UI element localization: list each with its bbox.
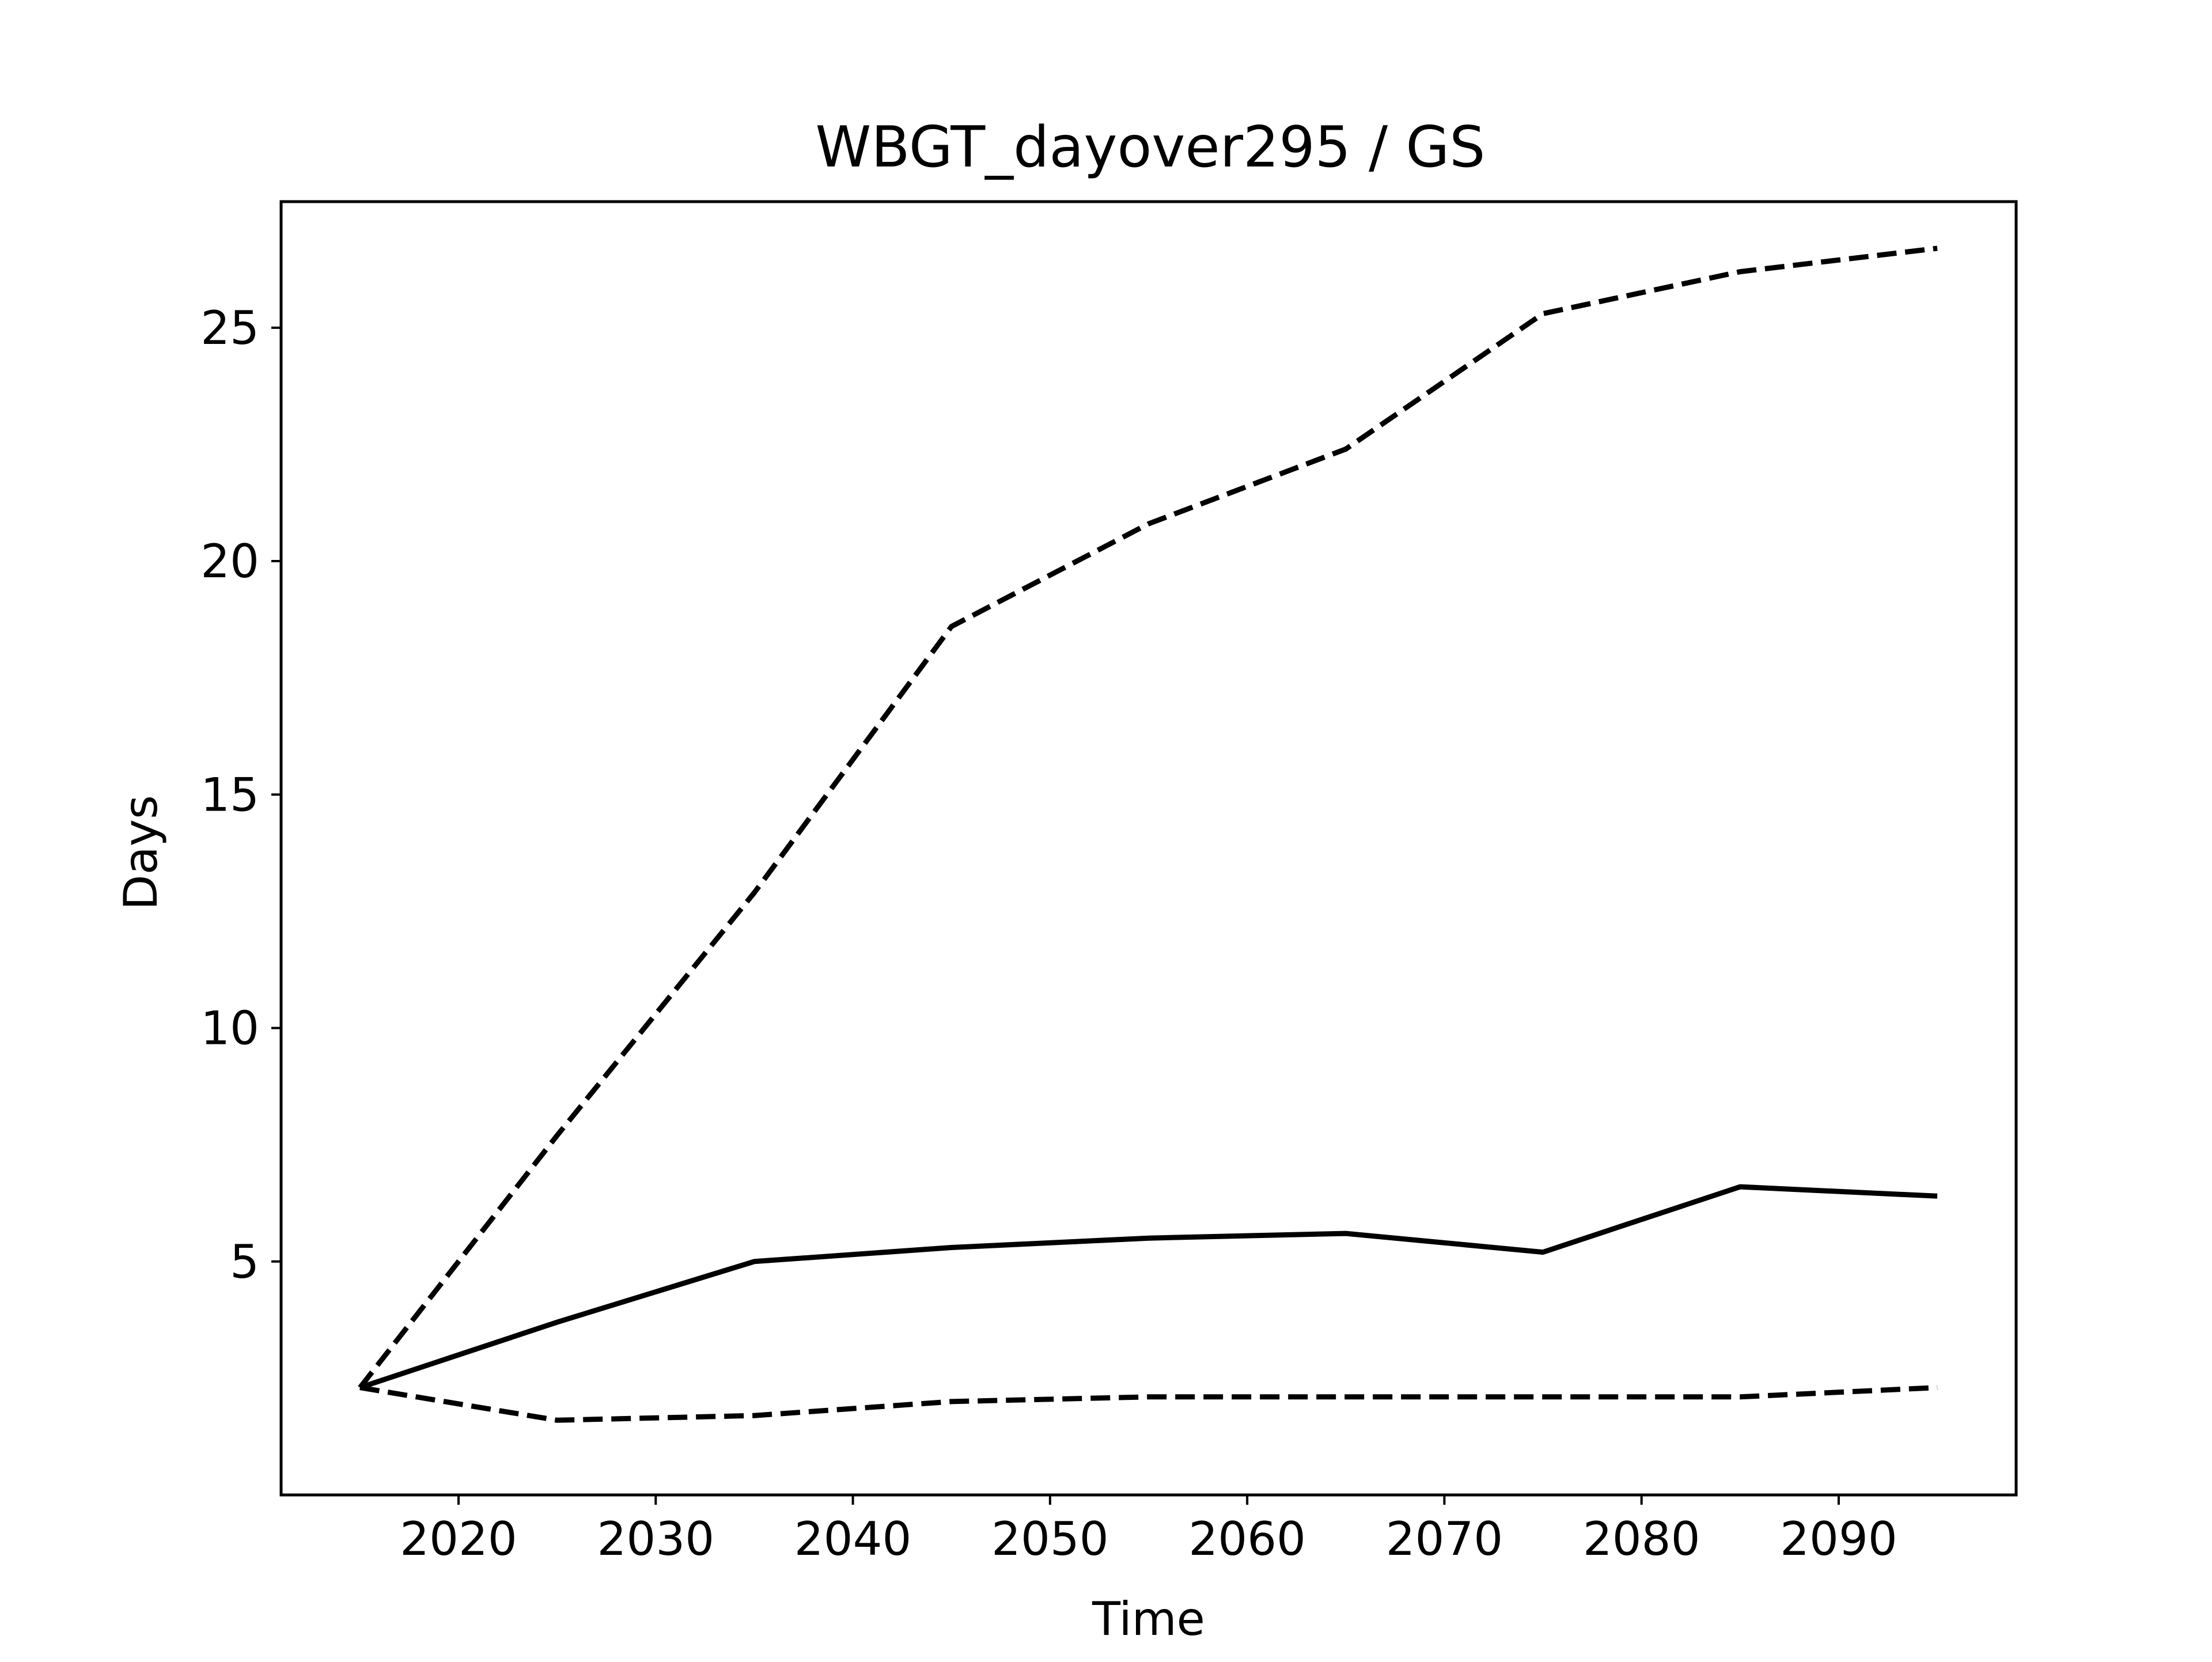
y-tick-label: 10 <box>200 1002 259 1055</box>
y-tick-label: 15 <box>200 768 259 821</box>
dashed-series-line-2 <box>359 1385 1938 1423</box>
plot-area-frame <box>279 200 2018 1497</box>
x-tick-label: 2020 <box>400 1512 517 1566</box>
y-tick-label: 5 <box>230 1235 259 1289</box>
y-axis-label: Days <box>114 795 168 910</box>
x-tick-label: 2050 <box>991 1512 1109 1566</box>
series-layer <box>358 245 1938 1423</box>
x-tick-label: 2090 <box>1780 1512 1897 1566</box>
x-tick-label: 2040 <box>794 1512 912 1566</box>
dashed-series-line-0 <box>358 245 1938 1390</box>
solid-series-line-1 <box>359 1184 1938 1390</box>
axes-layer: 2020 2030 2040 2050 2060 2070 2080 2090 5 10 15 20 2… <box>200 301 1897 1566</box>
x-tick-label: 2080 <box>1583 1512 1700 1566</box>
y-tick-label: 25 <box>200 301 259 355</box>
x-tick-label: 2070 <box>1386 1512 1503 1566</box>
x-tick-label: 2060 <box>1188 1512 1306 1566</box>
x-tick-label: 2030 <box>597 1512 715 1566</box>
x-axis-label: Time <box>1092 1592 1205 1646</box>
chart-title: WBGT_dayover295 / GS <box>815 115 1485 180</box>
y-tick-label: 20 <box>200 535 259 588</box>
